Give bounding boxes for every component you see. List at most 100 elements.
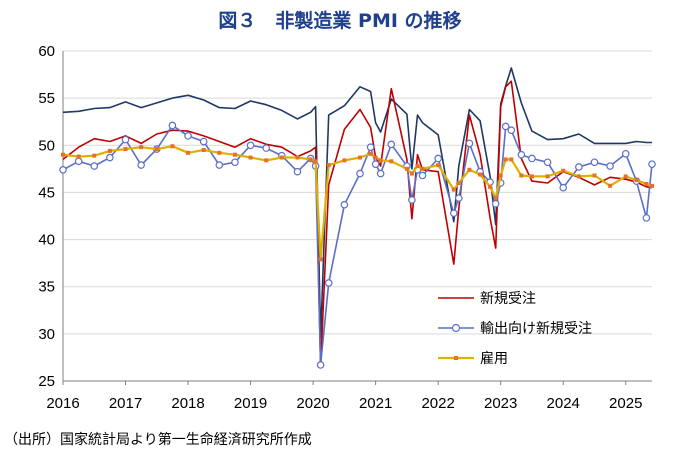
data-point-employment	[186, 150, 191, 155]
data-point-employment	[248, 155, 253, 160]
data-point-employment	[92, 153, 97, 158]
data-point-employment	[264, 158, 269, 163]
data-point-employment	[313, 159, 318, 164]
data-point-employment	[456, 181, 461, 185]
data-point-employment	[61, 152, 65, 157]
x-tick-label: 2016	[46, 395, 79, 412]
data-point-employment	[545, 174, 550, 179]
legend-label: 雇用	[480, 350, 508, 367]
data-point-export-orders	[90, 162, 99, 170]
data-point-employment	[404, 166, 409, 171]
data-point-export-orders	[231, 158, 239, 167]
data-point-export-orders	[575, 163, 583, 171]
data-point-export-orders	[168, 121, 177, 130]
legend-label: 新規受注	[480, 291, 536, 307]
data-point-employment	[318, 257, 323, 262]
data-point-export-orders	[517, 150, 526, 159]
data-point-export-orders	[340, 200, 349, 209]
data-point-employment	[650, 183, 654, 188]
data-point-export-orders	[184, 132, 192, 140]
data-point-export-orders	[371, 160, 380, 168]
data-point-export-orders	[376, 169, 385, 178]
data-point-employment	[326, 163, 331, 168]
data-point-employment	[76, 154, 81, 159]
data-point-export-orders	[449, 209, 458, 217]
data-point-employment	[415, 164, 420, 169]
data-point-employment	[493, 196, 498, 201]
data-point-export-orders	[648, 160, 656, 168]
legend-marker	[451, 323, 461, 333]
data-point-export-orders	[543, 158, 552, 167]
data-point-employment	[561, 168, 566, 173]
data-point-export-orders	[559, 183, 568, 192]
data-point-employment	[451, 187, 456, 192]
data-point-export-orders	[507, 126, 516, 135]
data-point-employment	[232, 152, 237, 157]
y-tick-label: 30	[38, 326, 55, 343]
data-point-employment	[608, 183, 613, 188]
data-point-employment	[467, 167, 472, 172]
source-note: （出所）国家統計局より第一生命経済研究所作成	[4, 431, 312, 448]
data-point-employment	[368, 151, 373, 156]
data-point-export-orders	[356, 169, 364, 178]
data-point-export-orders	[501, 122, 510, 131]
data-point-export-orders	[590, 158, 599, 167]
series-line-1	[62, 67, 652, 339]
data-point-employment	[529, 174, 534, 179]
data-point-employment	[436, 163, 441, 168]
data-point-export-orders	[491, 199, 500, 208]
x-tick-label: 2022	[421, 395, 454, 412]
data-point-employment	[623, 174, 628, 179]
legend-marker	[454, 356, 458, 360]
data-point-employment	[409, 171, 414, 176]
y-tick-label: 45	[38, 184, 55, 201]
series-line-4	[62, 145, 653, 261]
data-point-export-orders	[465, 139, 474, 148]
data-point-export-orders	[262, 144, 271, 152]
data-point-export-orders	[434, 154, 442, 163]
x-tick-label: 2021	[359, 395, 392, 412]
series-layer	[59, 67, 656, 369]
data-point-export-orders	[454, 194, 463, 202]
data-point-export-orders	[137, 161, 145, 169]
data-point-employment	[634, 178, 639, 183]
data-point-employment	[170, 144, 175, 149]
data-point-employment	[498, 173, 503, 178]
series-line-2	[62, 80, 653, 368]
data-point-employment	[308, 157, 313, 162]
x-tick-label: 2025	[609, 395, 642, 412]
axes-layer: 25 30 35 40 45 50 55 60 2016 2017 2018 2019 2020 2021…	[38, 43, 652, 412]
data-point-export-orders	[528, 154, 536, 163]
data-point-employment	[519, 173, 524, 178]
data-point-employment	[488, 184, 493, 189]
data-point-export-orders	[418, 171, 427, 180]
data-point-employment	[217, 150, 222, 155]
y-tick-label: 25	[38, 373, 55, 390]
x-tick-label: 2024	[547, 395, 580, 412]
data-point-employment	[123, 147, 128, 152]
data-point-employment	[644, 181, 649, 186]
data-point-export-orders	[366, 143, 375, 151]
x-tick-label: 2023	[484, 395, 517, 412]
x-tick-label: 2018	[171, 395, 204, 412]
data-point-employment	[389, 159, 394, 164]
x-tick-label: 2019	[234, 395, 267, 412]
data-point-employment	[503, 157, 508, 162]
data-point-export-orders	[293, 167, 302, 176]
data-point-export-orders	[59, 166, 67, 174]
data-point-employment	[107, 148, 112, 153]
data-point-employment	[295, 155, 300, 160]
data-point-employment	[478, 172, 483, 177]
data-point-employment	[342, 158, 347, 163]
data-point-employment	[420, 166, 425, 171]
data-point-export-orders	[121, 135, 130, 144]
data-point-export-orders	[106, 153, 114, 162]
data-point-export-orders	[606, 162, 614, 170]
data-point-employment	[378, 158, 383, 163]
data-point-employment	[139, 145, 144, 150]
data-point-export-orders	[199, 137, 208, 146]
data-point-export-orders	[74, 157, 83, 166]
